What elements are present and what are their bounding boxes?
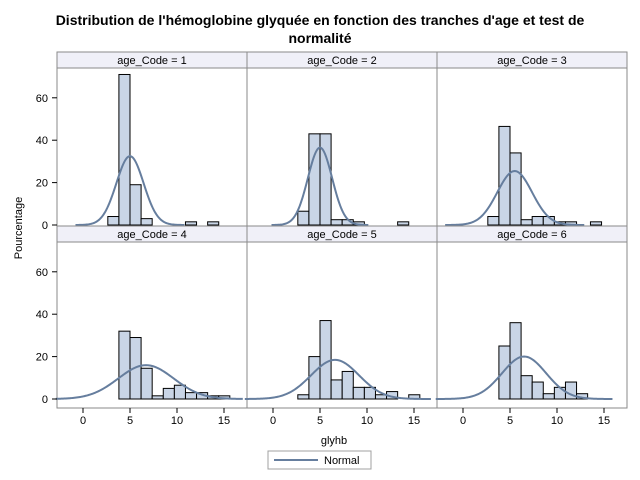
- normal-curve: [244, 358, 431, 400]
- x-tick-label: 15: [408, 415, 420, 427]
- histogram-bar: [330, 379, 343, 400]
- panel-header-label: age_Code = 4: [117, 229, 186, 241]
- y-tick-label: 40: [36, 135, 48, 147]
- y-axis-label: Pourcentage: [13, 197, 25, 259]
- x-axis-label: glyhb: [321, 435, 347, 447]
- legend-box: [267, 450, 372, 470]
- panel-header-label: age_Code = 6: [497, 229, 566, 241]
- histogram-bar: [542, 393, 555, 400]
- x-tick-label: 5: [317, 415, 323, 427]
- normal-curve: [445, 170, 585, 226]
- panel-1: age_Code = 1: [56, 51, 248, 235]
- normal-curve: [75, 155, 185, 226]
- x-tick-label: 0: [460, 415, 466, 427]
- panel-header-label: age_Code = 2: [307, 55, 376, 67]
- histogram-bar: [589, 221, 603, 226]
- normal-curve: [271, 146, 369, 226]
- panel-2: age_Code = 2: [246, 51, 438, 235]
- normal-curve: [435, 355, 613, 400]
- histogram-bar: [173, 384, 186, 400]
- histogram-bar: [129, 184, 142, 226]
- x-tick-label: 10: [551, 415, 563, 427]
- histogram-bar: [520, 219, 533, 226]
- y-tick-label: 20: [36, 352, 48, 364]
- histogram-bar: [140, 218, 153, 226]
- histogram-bar: [184, 392, 198, 400]
- chart-title: Distribution de l'hémoglobine glyquée en…: [0, 11, 640, 47]
- panel-header-label: age_Code = 5: [307, 229, 376, 241]
- panel-header-label: age_Code = 1: [117, 55, 186, 67]
- histogram-bar: [118, 330, 131, 400]
- histogram-bar: [207, 221, 220, 226]
- x-tick-label: 0: [270, 415, 276, 427]
- histogram-bar: [297, 394, 310, 400]
- chart-title-line-2: normalité: [288, 30, 352, 46]
- histogram-bar: [184, 221, 198, 226]
- histogram-bar: [308, 356, 321, 400]
- histogram-bar: [487, 216, 500, 226]
- x-tick-label: 5: [127, 415, 133, 427]
- chart-title-line-1: Distribution de l'hémoglobine glyquée en…: [55, 12, 585, 28]
- histogram-bar: [118, 73, 131, 226]
- y-tick-label: 0: [42, 394, 48, 406]
- histogram-bar: [352, 386, 365, 400]
- x-tick-label: 15: [218, 415, 230, 427]
- panel-3: age_Code = 3: [436, 51, 628, 235]
- panel-frame: [436, 225, 628, 409]
- x-tick-label: 10: [171, 415, 183, 427]
- histogram-bar: [509, 152, 522, 226]
- histogram-bar: [319, 133, 332, 226]
- histogram-bar: [531, 381, 544, 400]
- y-tick-label: 20: [36, 178, 48, 190]
- histogram-bar: [297, 210, 310, 226]
- histogram-bar: [140, 367, 153, 400]
- histogram-bar: [520, 375, 533, 400]
- histogram-bar: [397, 221, 410, 226]
- histogram-bar: [553, 386, 566, 400]
- panel-6: age_Code = 6: [435, 225, 628, 409]
- histogram-bar: [498, 345, 511, 400]
- histogram-bar: [319, 320, 332, 400]
- normal-curve: [55, 364, 243, 400]
- histogram-bar: [151, 395, 164, 400]
- histogram-bar: [330, 219, 343, 226]
- y-tick-label: 60: [36, 93, 48, 105]
- histogram-bar: [531, 216, 544, 226]
- panel-5: age_Code = 5: [244, 225, 438, 409]
- x-tick-label: 10: [361, 415, 373, 427]
- histogram-bar: [363, 386, 376, 400]
- x-tick-label: 15: [598, 415, 610, 427]
- legend: Normal: [267, 450, 372, 470]
- panel-frame: [436, 51, 628, 235]
- y-tick-label: 0: [42, 220, 48, 232]
- panel-frame: [246, 51, 438, 235]
- histogram-bar: [162, 387, 175, 400]
- histogram-bar: [341, 370, 354, 400]
- x-tick-label: 5: [507, 415, 513, 427]
- y-tick-label: 40: [36, 309, 48, 321]
- x-tick-label: 0: [80, 415, 86, 427]
- histogram-bar: [509, 322, 522, 400]
- panel-header-label: age_Code = 3: [497, 55, 566, 67]
- panel-4: age_Code = 4: [55, 225, 248, 409]
- legend-label-normal: Normal: [324, 455, 359, 467]
- histogram-bar: [107, 216, 120, 226]
- y-tick-label: 60: [36, 267, 48, 279]
